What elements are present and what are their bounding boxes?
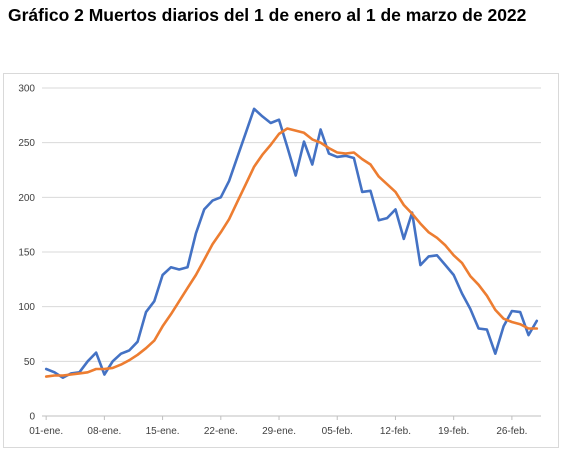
series-line-2 [44, 127, 539, 378]
x-tick-label: 29-ene. [262, 426, 296, 437]
x-tick-label: 22-ene. [204, 426, 238, 437]
x-tick-label: 05-feb. [322, 426, 353, 437]
x-tick-label: 01-ene. [29, 426, 63, 437]
chart-area-border [3, 73, 559, 448]
x-tick-label: 08-ene. [87, 426, 121, 437]
series-line-1 [44, 107, 539, 380]
chart-title: Gráfico 2 Muertos diarios del 1 de enero… [8, 5, 527, 25]
y-tick-label: 150 [18, 248, 35, 259]
y-tick-label: 300 [18, 84, 35, 95]
x-tick-label: 19-feb. [438, 426, 469, 437]
y-tick-label: 100 [18, 302, 35, 313]
y-tick-label: 250 [18, 138, 35, 149]
x-tick-label: 12-feb. [380, 426, 411, 437]
y-tick-label: 200 [18, 193, 35, 204]
x-tick-label: 26-feb. [496, 426, 527, 437]
y-tick-label: 50 [24, 357, 36, 368]
x-tick-label: 15-ene. [146, 426, 180, 437]
y-tick-label: 0 [29, 412, 35, 423]
